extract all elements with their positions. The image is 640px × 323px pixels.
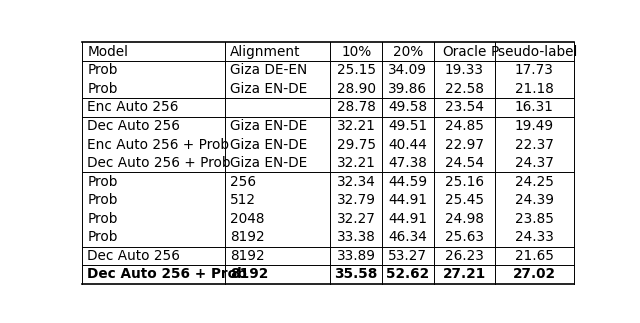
Text: 33.38: 33.38	[337, 230, 376, 244]
Text: 512: 512	[230, 193, 256, 207]
Text: 21.65: 21.65	[515, 249, 554, 263]
Text: Prob: Prob	[88, 193, 118, 207]
Text: 35.58: 35.58	[335, 267, 378, 281]
Text: 24.98: 24.98	[445, 212, 484, 226]
Text: 22.58: 22.58	[445, 82, 484, 96]
Text: 26.23: 26.23	[445, 249, 484, 263]
Text: 27.02: 27.02	[513, 267, 556, 281]
Text: 49.51: 49.51	[388, 119, 428, 133]
Text: Enc Auto 256 + Prob: Enc Auto 256 + Prob	[88, 138, 230, 151]
Text: Prob: Prob	[88, 230, 118, 244]
Text: 34.09: 34.09	[388, 63, 428, 77]
Text: 39.86: 39.86	[388, 82, 428, 96]
Text: 23.54: 23.54	[445, 100, 484, 114]
Text: 24.33: 24.33	[515, 230, 554, 244]
Text: 24.54: 24.54	[445, 156, 484, 170]
Text: Giza DE-EN: Giza DE-EN	[230, 63, 307, 77]
Text: Enc Auto 256: Enc Auto 256	[88, 100, 179, 114]
Text: 27.21: 27.21	[443, 267, 486, 281]
Text: 44.91: 44.91	[388, 193, 428, 207]
Text: 49.58: 49.58	[388, 100, 428, 114]
Text: 20%: 20%	[393, 45, 423, 59]
Text: 29.75: 29.75	[337, 138, 376, 151]
Text: Dec Auto 256: Dec Auto 256	[88, 119, 180, 133]
Text: 8192: 8192	[230, 267, 268, 281]
Text: 16.31: 16.31	[515, 100, 554, 114]
Text: Dec Auto 256 + Prob: Dec Auto 256 + Prob	[88, 156, 231, 170]
Text: 22.97: 22.97	[445, 138, 484, 151]
Text: 28.90: 28.90	[337, 82, 376, 96]
Text: 53.27: 53.27	[388, 249, 428, 263]
Text: 24.39: 24.39	[515, 193, 554, 207]
Text: 19.33: 19.33	[445, 63, 484, 77]
Text: 256: 256	[230, 175, 256, 189]
Text: 33.89: 33.89	[337, 249, 376, 263]
Text: Giza EN-DE: Giza EN-DE	[230, 82, 307, 96]
Text: 52.62: 52.62	[386, 267, 429, 281]
Text: 32.21: 32.21	[337, 119, 376, 133]
Text: 2048: 2048	[230, 212, 264, 226]
Text: 28.78: 28.78	[337, 100, 376, 114]
Text: Oracle: Oracle	[442, 45, 486, 59]
Text: 23.85: 23.85	[515, 212, 554, 226]
Text: 10%: 10%	[341, 45, 371, 59]
Text: Dec Auto 256: Dec Auto 256	[88, 249, 180, 263]
Text: Prob: Prob	[88, 175, 118, 189]
Text: 44.91: 44.91	[388, 212, 428, 226]
Text: 8192: 8192	[230, 249, 264, 263]
Text: Giza EN-DE: Giza EN-DE	[230, 119, 307, 133]
Text: Alignment: Alignment	[230, 45, 300, 59]
Text: 32.34: 32.34	[337, 175, 376, 189]
Text: 17.73: 17.73	[515, 63, 554, 77]
Text: Model: Model	[88, 45, 129, 59]
Text: 25.45: 25.45	[445, 193, 484, 207]
Text: 24.25: 24.25	[515, 175, 554, 189]
Text: 32.27: 32.27	[337, 212, 376, 226]
Text: 8192: 8192	[230, 230, 264, 244]
Text: 40.44: 40.44	[388, 138, 428, 151]
Text: Dec Auto 256 + Prob: Dec Auto 256 + Prob	[88, 267, 247, 281]
Text: Prob: Prob	[88, 212, 118, 226]
Text: 32.79: 32.79	[337, 193, 376, 207]
Text: 32.21: 32.21	[337, 156, 376, 170]
Text: 44.59: 44.59	[388, 175, 428, 189]
Text: Prob: Prob	[88, 63, 118, 77]
Text: 24.37: 24.37	[515, 156, 554, 170]
Text: 24.85: 24.85	[445, 119, 484, 133]
Text: 25.16: 25.16	[445, 175, 484, 189]
Text: 19.49: 19.49	[515, 119, 554, 133]
Text: 25.63: 25.63	[445, 230, 484, 244]
Text: 46.34: 46.34	[388, 230, 428, 244]
Text: 47.38: 47.38	[388, 156, 428, 170]
Text: 25.15: 25.15	[337, 63, 376, 77]
Text: 21.18: 21.18	[515, 82, 554, 96]
Text: 22.37: 22.37	[515, 138, 554, 151]
Text: Pseudo-label: Pseudo-label	[490, 45, 578, 59]
Text: Prob: Prob	[88, 82, 118, 96]
Text: Giza EN-DE: Giza EN-DE	[230, 138, 307, 151]
Text: Giza EN-DE: Giza EN-DE	[230, 156, 307, 170]
